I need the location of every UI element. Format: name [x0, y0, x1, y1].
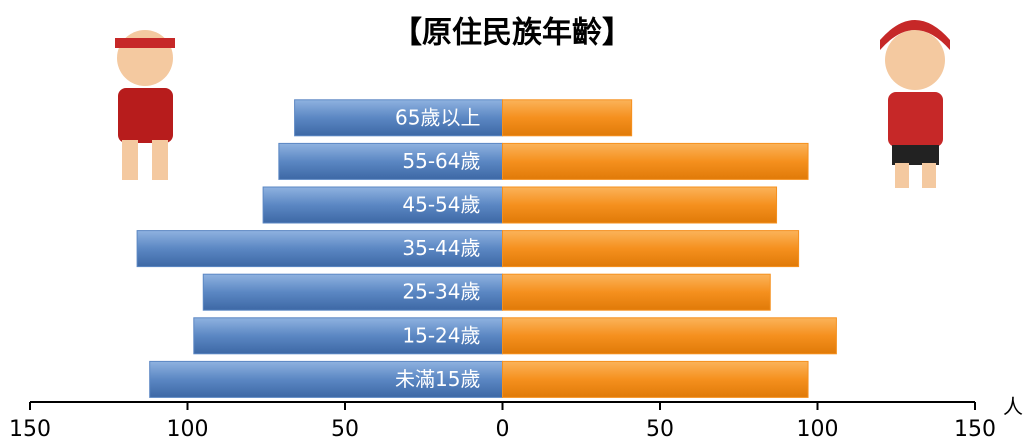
x-tick-label: 150: [9, 417, 51, 441]
bar: [502, 99, 633, 137]
chart-title: 【原住民族年齡】: [392, 16, 632, 51]
bar: [149, 360, 503, 398]
bar: [502, 360, 809, 398]
bar: [502, 186, 778, 224]
category-label: 55-64歲: [402, 149, 480, 173]
category-label: 65歲以上: [395, 105, 480, 129]
x-tick-label: 100: [167, 417, 209, 441]
x-tick-label: 50: [646, 417, 674, 441]
category-label: 未滿15歲: [395, 367, 480, 391]
x-tick-label: 100: [797, 417, 839, 441]
x-axis-label: 人: [1003, 395, 1023, 419]
category-label: 25-34歲: [402, 280, 480, 304]
bar: [502, 230, 800, 268]
category-label: 35-44歲: [402, 236, 480, 260]
x-tick-label: 150: [954, 417, 996, 441]
category-label: 15-24歲: [402, 323, 480, 347]
bar: [502, 142, 809, 180]
bar: [202, 273, 503, 311]
category-label: 45-54歲: [402, 193, 480, 217]
bar: [502, 317, 837, 355]
x-tick-label: 0: [496, 417, 510, 441]
bar: [502, 273, 771, 311]
x-tick-label: 50: [331, 417, 359, 441]
girl-illustration: [880, 20, 950, 188]
bar: [193, 317, 504, 355]
bar: [278, 142, 503, 180]
boy-illustration: [115, 30, 175, 180]
